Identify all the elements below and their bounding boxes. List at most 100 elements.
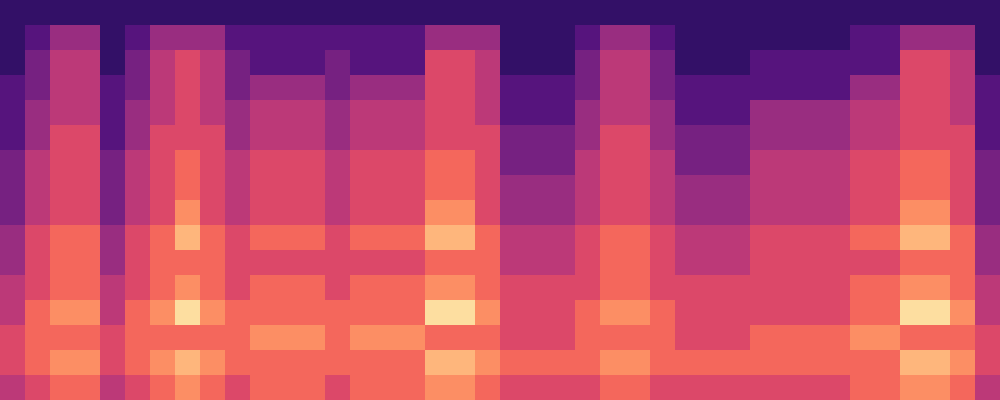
cell (225, 75, 251, 101)
cell (750, 225, 776, 251)
cell (675, 0, 701, 26)
cell (925, 200, 951, 226)
cell (900, 0, 926, 26)
cell (525, 125, 551, 151)
cell (500, 0, 526, 26)
cell (350, 175, 376, 201)
cell (500, 50, 526, 76)
cell (925, 250, 951, 276)
cell (475, 275, 501, 301)
cell (900, 50, 926, 76)
cell (600, 300, 626, 326)
cell (50, 150, 76, 176)
cell (500, 325, 526, 351)
cell (300, 225, 326, 251)
cell (875, 375, 901, 400)
cell (100, 75, 126, 101)
cell (325, 375, 351, 400)
cell (950, 125, 976, 151)
cell (300, 125, 326, 151)
cell (625, 200, 651, 226)
cell (575, 350, 601, 376)
cell (725, 50, 751, 76)
cell (150, 175, 176, 201)
cell (575, 50, 601, 76)
cell (875, 0, 901, 26)
cell (750, 25, 776, 51)
cell (25, 25, 51, 51)
cell (975, 50, 1000, 76)
cell (375, 250, 401, 276)
cell (625, 50, 651, 76)
cell (850, 50, 876, 76)
cell (825, 50, 851, 76)
cell (400, 175, 426, 201)
cell (575, 75, 601, 101)
cell (275, 300, 301, 326)
cell (350, 100, 376, 126)
cell (50, 125, 76, 151)
cell (150, 75, 176, 101)
cell (700, 125, 726, 151)
cell (425, 50, 451, 76)
cell (125, 325, 151, 351)
cell (325, 350, 351, 376)
cell (575, 200, 601, 226)
cell (525, 350, 551, 376)
cell (450, 50, 476, 76)
cell (350, 0, 376, 26)
cell (275, 225, 301, 251)
cell (950, 350, 976, 376)
cell (725, 325, 751, 351)
cell (350, 350, 376, 376)
cell (750, 250, 776, 276)
cell (675, 225, 701, 251)
cell (700, 150, 726, 176)
cell (800, 75, 826, 101)
cell (900, 75, 926, 101)
cell (775, 300, 801, 326)
cell (225, 375, 251, 400)
cell (350, 275, 376, 301)
cell (900, 25, 926, 51)
cell (0, 375, 26, 400)
cell (225, 150, 251, 176)
cell (125, 275, 151, 301)
cell (950, 250, 976, 276)
cell (225, 0, 251, 26)
cell (700, 250, 726, 276)
cell (475, 175, 501, 201)
cell (325, 250, 351, 276)
cell (250, 125, 276, 151)
cell (150, 0, 176, 26)
cell (175, 225, 201, 251)
cell (50, 200, 76, 226)
cell (475, 200, 501, 226)
cell (50, 375, 76, 400)
cell (925, 375, 951, 400)
cell (125, 375, 151, 400)
cell (225, 50, 251, 76)
cell (525, 225, 551, 251)
cell (50, 25, 76, 51)
cell (425, 325, 451, 351)
cell (550, 375, 576, 400)
cell (0, 225, 26, 251)
cell (675, 150, 701, 176)
cell (800, 200, 826, 226)
cell (75, 250, 101, 276)
cell (725, 250, 751, 276)
chart-svg (0, 0, 1000, 400)
cell (725, 0, 751, 26)
cell (650, 125, 676, 151)
cell (925, 325, 951, 351)
cell (975, 200, 1000, 226)
cell (325, 275, 351, 301)
cell (125, 50, 151, 76)
cell (975, 300, 1000, 326)
cell (800, 350, 826, 376)
cell (425, 350, 451, 376)
cell (650, 300, 676, 326)
cell (675, 375, 701, 400)
cell (675, 275, 701, 301)
